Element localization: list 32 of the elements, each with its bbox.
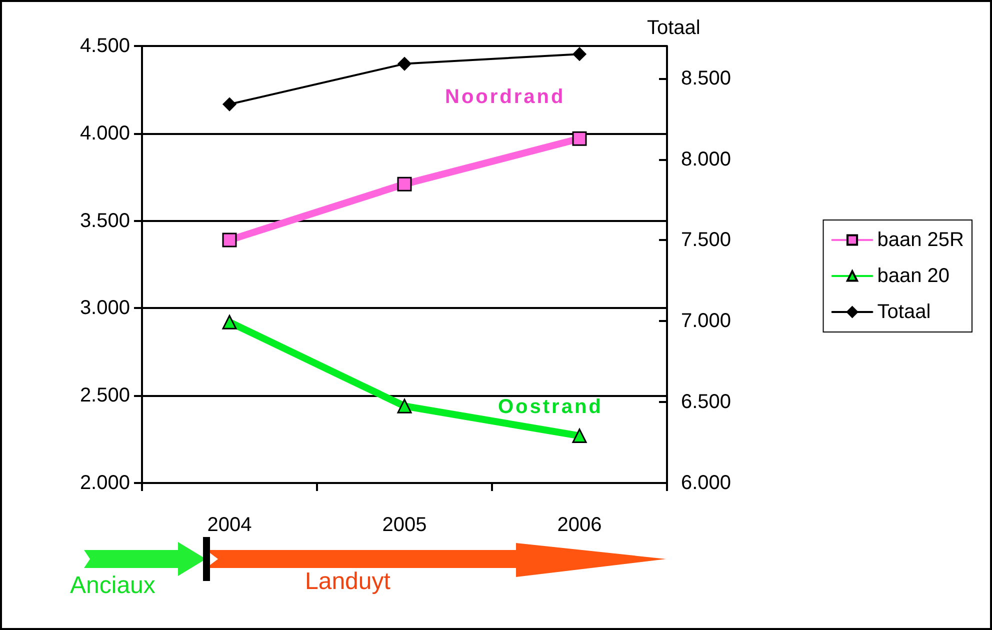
point bbox=[397, 176, 412, 192]
y2-tick-label: 8.500 bbox=[681, 67, 732, 90]
y-tick-label: 4.500 bbox=[80, 35, 130, 57]
y2-tick-label: 7.500 bbox=[681, 229, 732, 252]
point bbox=[572, 131, 587, 146]
x-tick-label: 2005 bbox=[382, 514, 427, 536]
y-tick-label: 2.000 bbox=[80, 472, 130, 494]
y2-tick-label: 6.000 bbox=[681, 472, 732, 494]
point bbox=[397, 398, 412, 414]
annotation: Oostrand bbox=[498, 396, 603, 419]
point bbox=[572, 428, 587, 444]
y-tick-label: 3.500 bbox=[80, 210, 130, 232]
legend-label: baan 25R bbox=[877, 229, 964, 251]
point bbox=[222, 232, 237, 248]
point bbox=[222, 314, 237, 330]
text: Landuyt bbox=[305, 568, 390, 596]
y-tick-label: 2.500 bbox=[80, 384, 130, 407]
annotation: Noordrand bbox=[445, 86, 566, 109]
x-tick-label: 2004 bbox=[207, 514, 252, 536]
legend-label: baan 20 bbox=[877, 265, 950, 287]
y2-tick-label: 6.500 bbox=[681, 391, 732, 414]
y2-axis-title: Totaal bbox=[647, 17, 700, 39]
y2-tick-label: 8.000 bbox=[681, 148, 732, 170]
point bbox=[572, 47, 586, 61]
text: Anciaux bbox=[70, 572, 156, 600]
legend-label: Totaal bbox=[877, 301, 931, 323]
point bbox=[398, 57, 412, 71]
y-tick-label: 3.000 bbox=[80, 297, 130, 320]
x-tick-label: 2006 bbox=[557, 514, 602, 536]
y2-tick-label: 7.000 bbox=[681, 310, 732, 332]
y-tick-label: 4.000 bbox=[80, 122, 130, 144]
point bbox=[222, 98, 236, 112]
